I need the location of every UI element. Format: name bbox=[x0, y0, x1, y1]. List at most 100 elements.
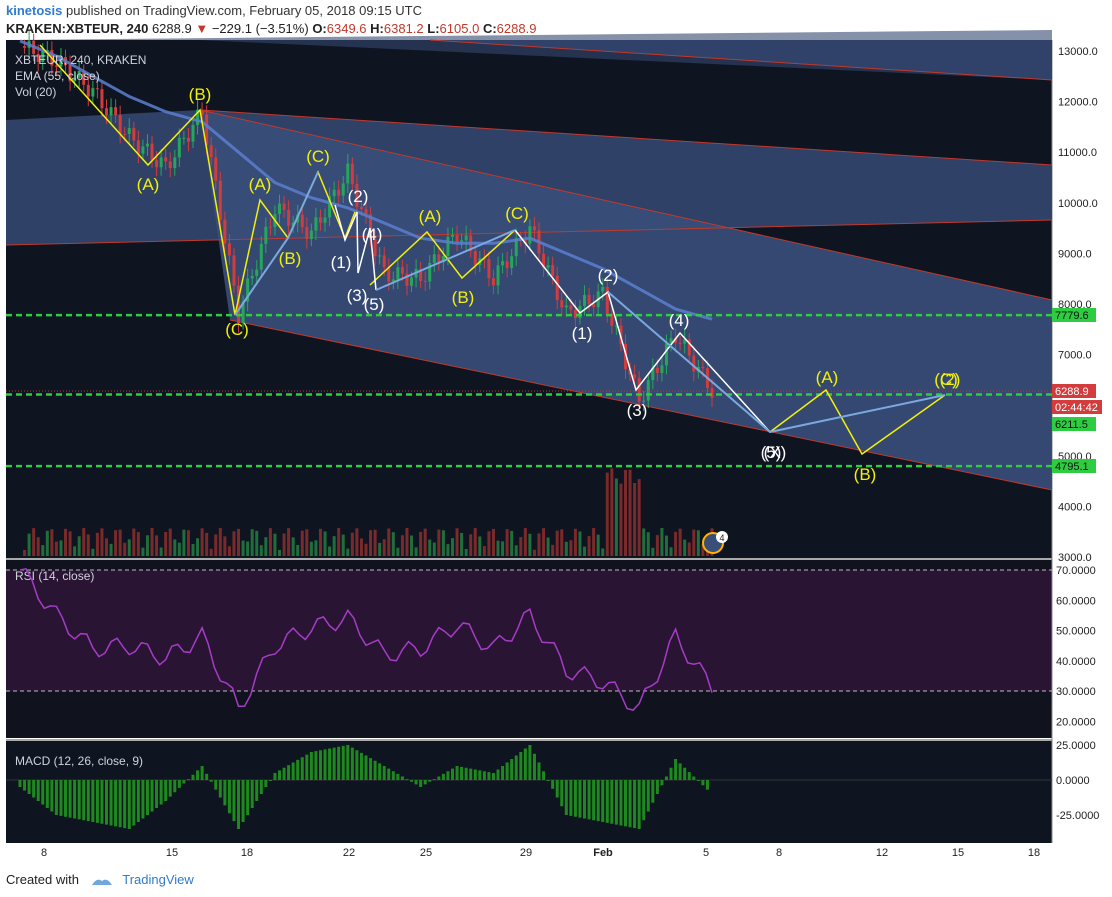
yellow-wave-3[interactable] bbox=[769, 388, 946, 456]
volume-bar bbox=[105, 538, 108, 556]
candle-body bbox=[419, 269, 423, 281]
macd-bar bbox=[155, 780, 159, 808]
macd-bar bbox=[32, 780, 36, 798]
candle-body bbox=[282, 203, 286, 210]
volume-bar bbox=[114, 530, 118, 556]
volume-bar bbox=[73, 546, 77, 556]
macd-bar bbox=[400, 776, 404, 780]
volume-bar bbox=[514, 545, 518, 556]
candle-body bbox=[664, 343, 668, 366]
volume-bar bbox=[419, 531, 423, 556]
high-value: 6381.2 bbox=[383, 21, 424, 36]
macd-bar bbox=[560, 780, 564, 807]
volume-bar bbox=[432, 542, 436, 556]
macd-bar bbox=[359, 752, 363, 780]
volume-bar bbox=[32, 528, 36, 556]
macd-bar bbox=[546, 780, 550, 781]
candle-body bbox=[68, 65, 72, 82]
volume-bar bbox=[487, 531, 491, 556]
candle-body bbox=[309, 230, 313, 239]
candle-body bbox=[323, 217, 327, 223]
volume-bar bbox=[446, 544, 450, 556]
macd-bar bbox=[173, 780, 177, 793]
channel-line-3 bbox=[429, 39, 1053, 81]
volume-bar bbox=[27, 533, 31, 556]
candle-body bbox=[460, 240, 464, 242]
volume-bar bbox=[168, 528, 172, 556]
white-wave-1[interactable] bbox=[334, 204, 377, 291]
volume-bar bbox=[123, 542, 127, 556]
macd-bar bbox=[674, 759, 678, 780]
white-wave-2[interactable] bbox=[514, 229, 771, 433]
candle-body bbox=[482, 258, 486, 260]
volume-bar bbox=[268, 528, 272, 556]
tradingview-link[interactable]: TradingView bbox=[122, 872, 194, 887]
macd-bar bbox=[246, 780, 250, 815]
tradingview-logo-icon bbox=[91, 879, 112, 885]
candle-body bbox=[687, 339, 691, 356]
macd-bar bbox=[701, 780, 705, 786]
wave-label-yellow: (C) bbox=[306, 147, 330, 166]
yellow-wave-1[interactable] bbox=[39, 44, 356, 316]
candle-body bbox=[77, 70, 81, 78]
volume-bar bbox=[373, 529, 377, 556]
macd-bar bbox=[323, 749, 327, 780]
candle-body bbox=[205, 114, 209, 146]
macd-bar bbox=[109, 780, 113, 826]
volume-bar bbox=[655, 535, 659, 556]
rsi-tick-label: 50.0000 bbox=[1056, 626, 1096, 638]
volume-bar bbox=[59, 540, 63, 556]
macd-bar bbox=[82, 780, 86, 821]
macd-bar bbox=[123, 780, 127, 829]
wave-label-yellow: (C) bbox=[505, 204, 529, 223]
macd-bar bbox=[573, 780, 577, 817]
macd-bar bbox=[50, 780, 54, 812]
volume-bar bbox=[428, 539, 432, 556]
legend-rsi: RSI (14, close) bbox=[15, 569, 94, 583]
candle-body bbox=[36, 53, 40, 62]
level-badge-high-text: 7779.6 bbox=[1055, 310, 1089, 322]
wave-label-yellow: (2) bbox=[940, 370, 961, 389]
volume-bar bbox=[200, 528, 204, 556]
candle-body bbox=[45, 50, 49, 52]
candle-body bbox=[359, 206, 363, 210]
macd-bar bbox=[501, 766, 505, 780]
macd-bar bbox=[54, 780, 58, 815]
macd-bar bbox=[664, 776, 668, 780]
horizontal-levels[interactable] bbox=[6, 313, 1052, 468]
candle-body bbox=[150, 143, 154, 161]
time-tick-label: Feb bbox=[593, 847, 613, 859]
price-tick-label: 9000.0 bbox=[1058, 248, 1092, 260]
macd-bar bbox=[141, 780, 145, 819]
macd-bar bbox=[273, 773, 277, 780]
event-count-bubble bbox=[716, 531, 728, 543]
time-tick-label: 18 bbox=[1028, 847, 1040, 859]
macd-bar bbox=[59, 780, 63, 816]
macd-bar bbox=[628, 780, 632, 828]
price-tick-label: 7000.0 bbox=[1058, 350, 1092, 362]
volume-bar bbox=[127, 539, 131, 556]
author-name[interactable]: kinetosis bbox=[6, 3, 63, 18]
volume-bar bbox=[182, 529, 186, 556]
volume-bar bbox=[683, 539, 687, 556]
macd-bar bbox=[337, 746, 341, 780]
candle-body bbox=[510, 256, 514, 268]
candle-body bbox=[564, 305, 568, 308]
macd-bar bbox=[346, 745, 350, 780]
candle-body bbox=[646, 379, 650, 401]
macd-bar bbox=[596, 780, 600, 822]
candle-body bbox=[400, 267, 404, 274]
high-label: H: bbox=[370, 21, 384, 36]
created-with-text: Created with bbox=[6, 872, 79, 887]
volume-bar bbox=[605, 472, 609, 556]
volume-bar bbox=[246, 541, 250, 556]
wave-label-yellow: (B) bbox=[452, 288, 475, 307]
macd-bar bbox=[555, 780, 559, 798]
macd-bar bbox=[414, 780, 418, 785]
candle-body bbox=[674, 338, 678, 343]
macd-bar bbox=[496, 769, 500, 780]
volume-bar bbox=[196, 538, 200, 556]
macd-bar bbox=[73, 780, 77, 819]
yellow-wave-2[interactable] bbox=[369, 229, 516, 286]
